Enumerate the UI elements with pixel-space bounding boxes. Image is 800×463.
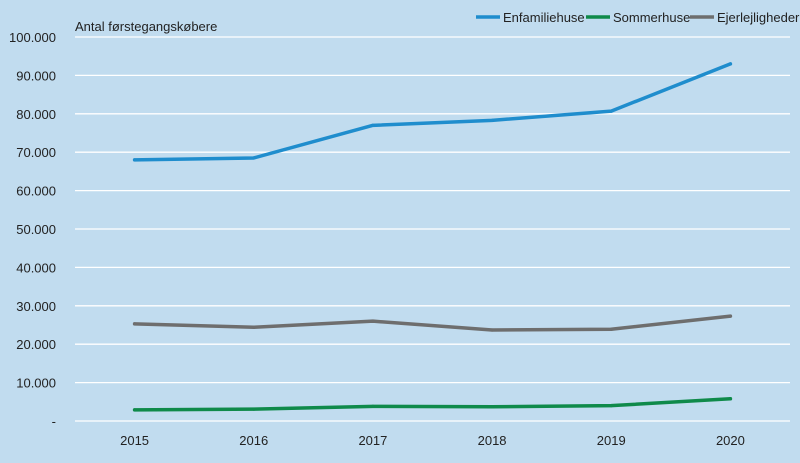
legend-label: Sommerhuse — [613, 10, 690, 25]
y-tick-label: 60.000 — [16, 184, 56, 199]
data-point — [252, 325, 256, 329]
data-point — [728, 62, 733, 66]
data-point — [371, 319, 375, 323]
data-point — [490, 118, 494, 122]
y-tick-label: 40.000 — [16, 260, 56, 275]
x-tick-label: 2016 — [239, 433, 268, 448]
x-tick-label: 2020 — [716, 433, 745, 448]
y-tick-label: - — [52, 414, 56, 429]
series-line-ejerlejligheder — [132, 314, 733, 332]
data-point — [609, 109, 613, 113]
legend-label: Ejerlejligheder — [717, 10, 800, 25]
data-point — [252, 407, 256, 411]
data-point — [252, 156, 256, 160]
x-tick-label: 2019 — [597, 433, 626, 448]
y-tick-label: 10.000 — [16, 376, 56, 391]
y-tick-label: 50.000 — [16, 222, 56, 237]
y-axis-title: Antal førstegangskøbere — [75, 19, 217, 34]
data-point — [132, 322, 137, 326]
series-lines — [132, 62, 733, 412]
series-line-sommerhuse — [132, 396, 733, 412]
data-point — [728, 314, 733, 318]
data-point — [728, 397, 733, 401]
y-tick-label: 70.000 — [16, 145, 56, 160]
data-point — [609, 404, 613, 408]
y-tick-label: 80.000 — [16, 107, 56, 122]
data-point — [132, 408, 137, 412]
y-tick-label: 30.000 — [16, 299, 56, 314]
x-tick-label: 2018 — [478, 433, 507, 448]
gridlines — [75, 36, 790, 422]
data-point — [490, 328, 494, 332]
data-point — [609, 327, 613, 331]
legend-label: Enfamiliehuse — [503, 10, 585, 25]
y-tick-label: 100.000 — [9, 30, 56, 45]
x-tick-label: 2015 — [120, 433, 149, 448]
y-tick-label: 90.000 — [16, 68, 56, 83]
data-point — [371, 123, 375, 127]
data-point — [371, 404, 375, 409]
x-axis-tick-labels: 2015 2016 2017 2018 2019 2020 — [120, 433, 745, 448]
x-tick-label: 2017 — [358, 433, 387, 448]
series-line-enfamiliehuse — [132, 62, 733, 162]
data-point — [132, 158, 137, 162]
legend: Enfamiliehuse Sommerhuse Ejerlejligheder — [476, 10, 800, 25]
data-point — [490, 405, 494, 409]
y-axis-tick-labels: - 10.000 20.000 30.000 40.000 50.000 60.000 70.… — [9, 30, 56, 429]
y-tick-label: 20.000 — [16, 337, 56, 352]
